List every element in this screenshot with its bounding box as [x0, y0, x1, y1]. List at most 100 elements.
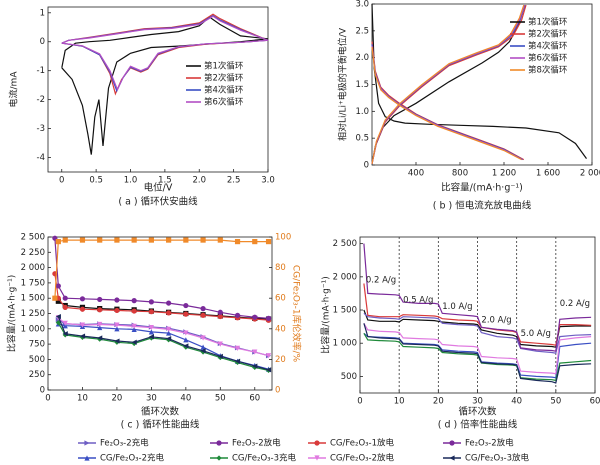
legend-label: CG/Fe₂O₃-2放电	[330, 453, 395, 464]
data-point	[234, 238, 241, 245]
x-tick-label: 10	[77, 394, 88, 404]
data-point	[131, 298, 137, 304]
data-point	[79, 237, 86, 243]
series-line	[363, 312, 592, 354]
series-line	[363, 332, 592, 379]
legend-label: 第2次循环	[528, 29, 568, 40]
series	[371, 46, 522, 161]
y-tick-label: 1 000	[21, 324, 45, 334]
x-tick-label: 40	[511, 397, 522, 407]
data-point	[183, 302, 189, 309]
series-line	[363, 323, 592, 384]
data-point	[148, 334, 154, 340]
series	[371, 4, 525, 165]
legend-label: Fe₂O₃-2充电	[100, 438, 149, 449]
panel-d: 0 10 20 30 40 50 60 500 1 000 1 500 2 000 2 500 0.2 …	[320, 236, 600, 431]
panel-caption: ( d ) 倍率性能曲线	[438, 419, 518, 431]
data-point	[148, 329, 154, 335]
y-tick-label: 1 000	[333, 339, 357, 349]
series	[363, 332, 592, 379]
data-point	[252, 314, 258, 320]
x-tick-label: 800	[452, 169, 468, 179]
series	[371, 4, 526, 165]
data-point	[217, 313, 223, 320]
x-tick-label: 50	[215, 394, 226, 404]
y-tick-label: -1	[37, 66, 45, 76]
y-tick-label: 1 500	[333, 306, 357, 316]
y-tick-label: 2.5	[355, 26, 369, 36]
x-tick-label: 20	[433, 397, 444, 407]
series	[371, 4, 525, 165]
data-point	[166, 335, 172, 342]
series-line	[363, 332, 592, 382]
legend-label: 第4次循环	[528, 41, 568, 52]
data-point	[52, 295, 58, 301]
series-line	[371, 4, 525, 165]
series-line	[371, 4, 525, 165]
x-tick-label: 60	[249, 394, 260, 404]
series	[363, 332, 592, 382]
series	[363, 323, 592, 384]
legend-label: CG/Fe₂O₃-1放电	[330, 438, 395, 449]
series-line	[371, 6, 525, 165]
y-tick-label: 1 750	[21, 278, 45, 288]
series	[363, 322, 592, 375]
x-tick-label: 1.0	[124, 176, 138, 186]
x-axis-label: 循环次数	[141, 406, 180, 418]
y-tick-label: -2	[37, 95, 45, 105]
series	[55, 313, 272, 373]
y-tick-label: 3.0	[355, 0, 369, 10]
series-line	[57, 316, 269, 371]
shared-legend: Fe₂O₃-2充电 Fe₂O₃-2放电 CG/Fe₂O₃-1放电 Fe₂O₃-2放电 C…	[78, 438, 530, 464]
x-tick-label: 0	[59, 176, 64, 186]
data-point	[131, 308, 137, 314]
x-tick-label: 0	[357, 397, 362, 407]
data-point	[114, 307, 120, 314]
series	[61, 15, 269, 91]
data-point	[252, 349, 258, 355]
legend-label: 第6次循环	[528, 53, 568, 64]
y-right-tick-label: 100	[275, 233, 291, 243]
legend-marker	[449, 455, 455, 461]
plot-frame	[47, 6, 269, 173]
series	[52, 237, 272, 301]
data-point	[265, 238, 272, 245]
legend-label: 第1次循环	[204, 61, 244, 72]
data-point	[97, 237, 103, 243]
data-point	[114, 338, 120, 344]
data-point	[79, 333, 86, 339]
data-point	[166, 330, 172, 336]
legend-label: Fe₂O₃-2放电	[232, 438, 281, 449]
legend-label: CG/Fe₂O₃-3充电	[232, 453, 297, 464]
data-point	[131, 326, 137, 333]
data-point	[55, 283, 61, 289]
rate-annotation: 0.5 A/g	[403, 296, 433, 306]
x-tick-label: 2 000	[580, 169, 600, 179]
data-point	[55, 313, 61, 320]
data-point	[166, 300, 172, 306]
data-point	[131, 339, 137, 345]
series	[363, 283, 592, 346]
data-point	[114, 326, 120, 332]
x-tick-label: 40	[180, 394, 191, 404]
data-point	[234, 312, 241, 318]
data-point	[200, 312, 206, 318]
y-axis-right-label: CG/Fe₂O₃-1库伦效率/%	[291, 265, 303, 363]
x-tick-label: 3.0	[261, 176, 275, 186]
data-point	[97, 321, 103, 328]
y-axis-label: 比容量/(mA·h·g⁻¹)	[6, 275, 18, 352]
y-tick-label: -4	[37, 153, 45, 163]
y-tick-label: 750	[29, 340, 45, 350]
data-point	[62, 295, 68, 301]
y-tick-label: 2 000	[333, 272, 357, 282]
panel-a: 0 0.5 1.0 1.5 2.0 2.5 3.0 1 0 -1 -2 -3 -4 第1次循环第2次循环第…	[8, 6, 275, 208]
legend-label: CG/Fe₂O₃-3放电	[465, 453, 530, 464]
data-point	[166, 326, 172, 333]
legend-label: 第8次循环	[528, 65, 568, 76]
data-point	[234, 358, 241, 364]
legend-marker	[84, 440, 90, 446]
series	[371, 4, 527, 165]
y-axis-label: 比容量/(mA·h·g⁻¹)	[320, 276, 332, 353]
panel-c: 0 10 20 30 40 50 60 0 250 500 750 1 000 1 250 1 500 1 …	[6, 233, 303, 431]
